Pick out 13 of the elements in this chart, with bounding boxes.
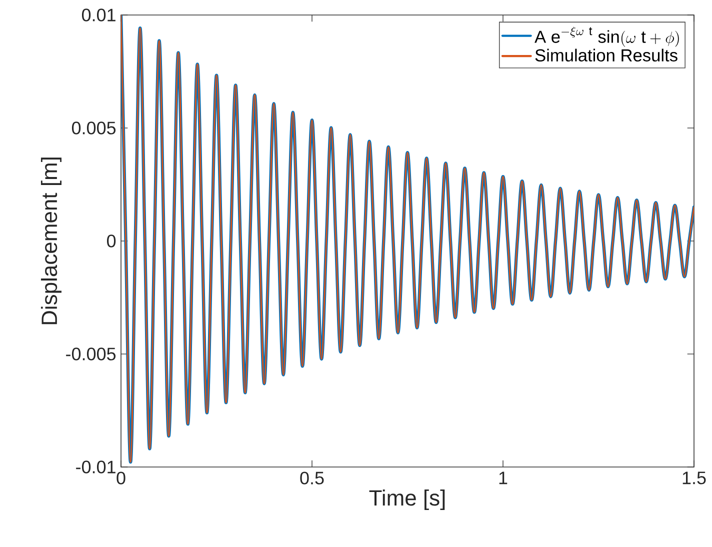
y-axis-title: Displacement [m] [40, 158, 62, 324]
y-tick-label: -0.005 [66, 348, 116, 360]
legend-label: $\mathrm{A\ e}^{-\xi\omega\ \mathrm{t}}\ \mathrm{sin}(\omega\ \mathrm{t} + \phi)$ [534, 26, 679, 47]
x-tick-label: 1 [499, 472, 508, 484]
y-tick-label: 0 [107, 234, 116, 248]
x-tick-label: 0 [116, 472, 126, 484]
y-tick-label: 0.005 [72, 122, 116, 134]
x-tick-label: 1.5 [682, 472, 706, 484]
legend-label: Simulation Results [535, 48, 678, 62]
x-tick-label: 0.5 [300, 472, 324, 484]
y-tick-label: -0.01 [76, 460, 116, 474]
y-tick-label: 0.01 [82, 8, 116, 22]
x-axis-title: Time [s] [369, 490, 445, 510]
